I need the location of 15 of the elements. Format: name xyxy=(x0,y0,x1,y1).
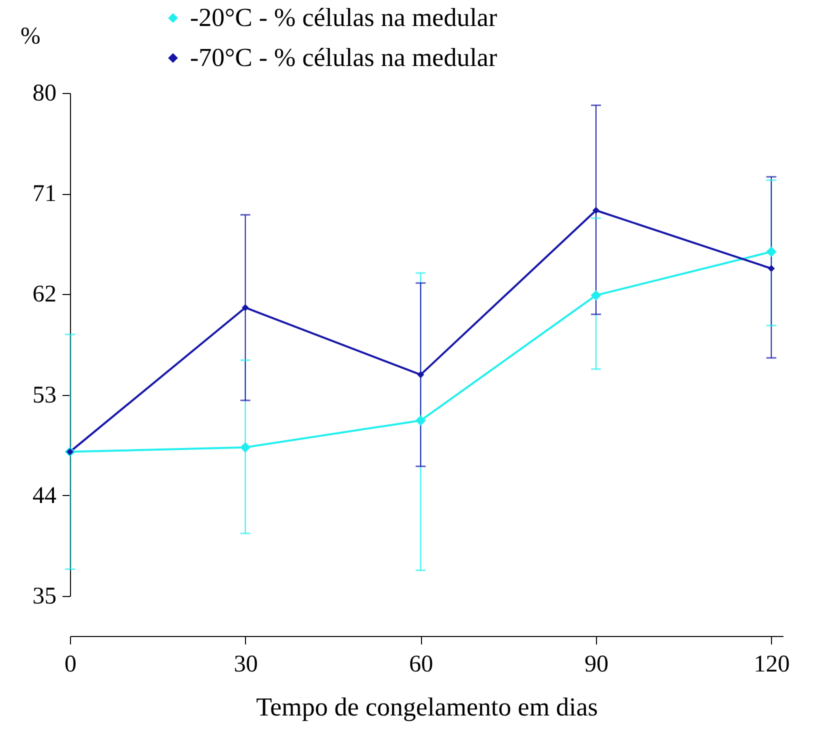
legend-label: -20°C - % células na medular xyxy=(190,3,498,32)
y-axis-title: % xyxy=(20,24,40,50)
x-tick-label: 120 xyxy=(754,652,790,678)
y-tick-label: 71 xyxy=(32,181,56,208)
x-tick-label: 30 xyxy=(234,652,258,678)
y-tick-label: 44 xyxy=(32,482,56,509)
y-tick-label: 53 xyxy=(32,382,56,408)
x-tick-label: 60 xyxy=(409,652,434,678)
y-tick-label: 80 xyxy=(32,80,56,106)
x-tick-label: 0 xyxy=(64,652,76,678)
y-tick-label: 62 xyxy=(32,282,56,308)
x-tick-label: 90 xyxy=(584,652,608,678)
x-axis-title: Tempo de congelamento em dias xyxy=(256,692,598,722)
y-tick-label: 35 xyxy=(32,584,56,610)
legend-label: -70°C - % células na medular xyxy=(190,43,498,72)
